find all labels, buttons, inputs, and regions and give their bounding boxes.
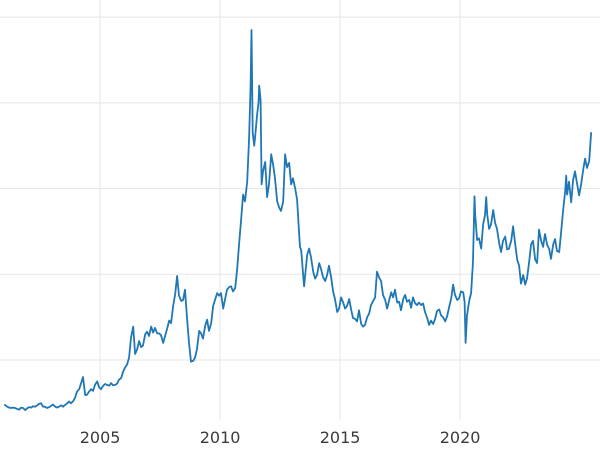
x-tick-label: 2010: [200, 428, 241, 447]
data-series-line: [4, 29, 592, 412]
x-tick-label: 2020: [440, 428, 481, 447]
x-tick-label: 2005: [80, 428, 121, 447]
x-tick-label: 2015: [320, 428, 361, 447]
